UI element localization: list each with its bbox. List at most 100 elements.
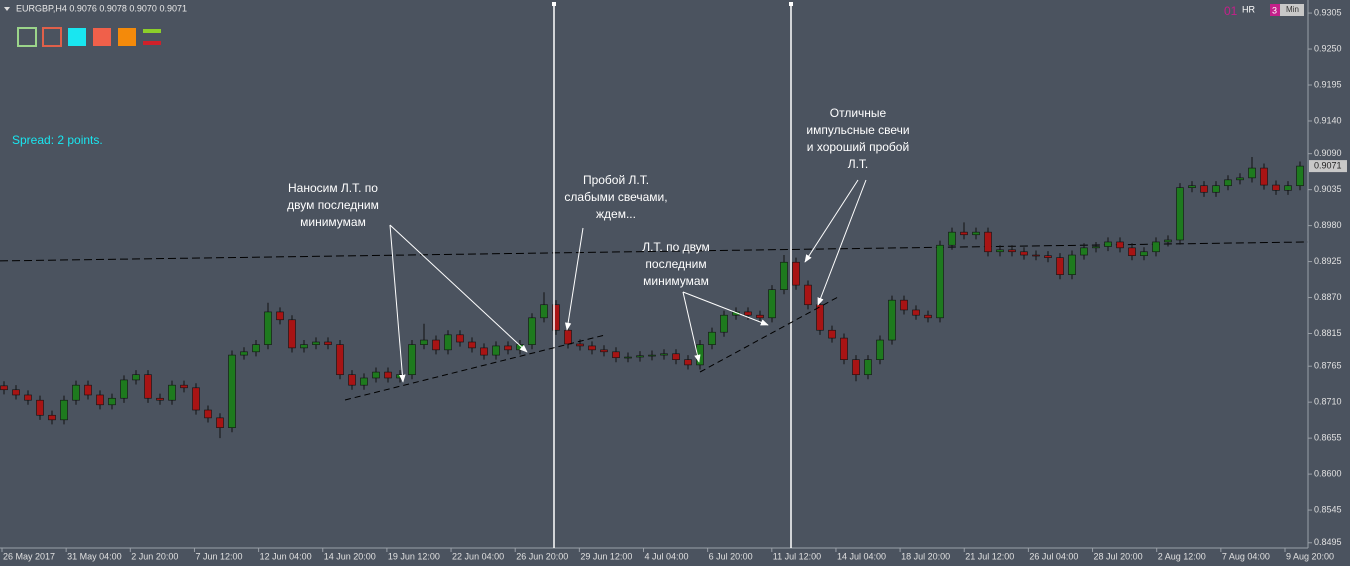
x-tick-label: 4 Jul 04:00: [645, 551, 689, 561]
y-tick-label: 0.9305: [1314, 7, 1342, 17]
candle-body: [1056, 257, 1064, 275]
y-tick-label: 0.8980: [1314, 220, 1342, 230]
candle-body: [324, 341, 332, 345]
tool-icon[interactable]: [93, 28, 111, 46]
candle-body: [528, 317, 536, 345]
symbol-line: EURGBP,H4 0.9076 0.9078 0.9070 0.9071: [16, 3, 187, 13]
annotation: и хороший пробой: [807, 140, 909, 154]
candle-body: [948, 231, 956, 246]
x-tick-label: 11 Jul 12:00: [773, 551, 821, 561]
candle-body: [168, 384, 176, 401]
candle-body: [756, 314, 764, 319]
candle-body: [864, 359, 872, 376]
candle-body: [12, 389, 20, 396]
candle-body: [792, 261, 800, 286]
candle-body: [276, 311, 284, 321]
candle-body: [468, 341, 476, 349]
handle: [552, 2, 556, 6]
arrow: [389, 224, 528, 353]
candle-body: [336, 344, 344, 376]
x-tick-label: 14 Jul 04:00: [837, 551, 886, 561]
candle-body: [36, 399, 44, 416]
arrow: [804, 179, 859, 263]
candle-body: [1080, 247, 1088, 256]
candle-body: [624, 356, 632, 359]
candle-body: [156, 397, 164, 401]
trend-line: [699, 296, 839, 373]
candle-body: [1068, 254, 1076, 275]
candle-body: [1212, 185, 1220, 193]
candle-body: [288, 319, 296, 349]
candle-body: [564, 329, 572, 345]
timeframe-box: [1270, 4, 1280, 16]
axes: 0.9305 0.9250 0.9195 0.9140 0.9090 0.9035 0.89…: [1, 7, 1347, 561]
tool-icon[interactable]: [143, 29, 161, 33]
tool-icon[interactable]: [143, 41, 161, 45]
tool-icon[interactable]: [17, 27, 37, 47]
x-tick-label: 26 Jul 04:00: [1029, 551, 1078, 561]
candle-body: [144, 374, 152, 399]
y-tick-label: 0.8925: [1314, 256, 1342, 266]
candle-body: [1176, 187, 1184, 241]
annotation: двум последним: [287, 198, 379, 212]
candle-body: [1032, 254, 1040, 257]
annotation: Наносим Л.Т. по: [288, 181, 378, 195]
handle: [789, 2, 793, 6]
candle-body: [132, 374, 140, 381]
candle-body: [912, 309, 920, 316]
tool-icon[interactable]: [118, 28, 136, 46]
candle-body: [672, 353, 680, 360]
candle-body: [996, 249, 1004, 253]
annotation: Л.Т.: [848, 157, 869, 171]
x-tick-label: 28 Jul 20:00: [1094, 551, 1143, 561]
indicator-label: HR: [1242, 4, 1255, 14]
candle-body: [84, 384, 92, 396]
x-tick-label: 7 Aug 04:00: [1222, 551, 1270, 561]
trend-line: [344, 334, 606, 401]
candle-body: [1140, 251, 1148, 256]
candle-body: [72, 384, 80, 401]
candle-body: [444, 334, 452, 351]
candle-body: [1092, 246, 1100, 249]
candle-body: [108, 397, 116, 406]
candle-body: [384, 371, 392, 379]
candle-body: [420, 339, 428, 345]
annotation: ждем...: [596, 207, 636, 221]
y-tick-label: 0.8655: [1314, 433, 1342, 443]
tool-icon[interactable]: [68, 28, 86, 46]
candle-body: [936, 244, 944, 319]
candle-body: [348, 374, 356, 386]
candle-body: [540, 304, 548, 319]
candle-body: [1260, 167, 1268, 186]
candle-body: [48, 414, 56, 421]
last-price: 0.9071: [1314, 160, 1342, 170]
arrow: [682, 291, 769, 326]
x-tick-label: 14 Jun 20:00: [324, 551, 376, 561]
candle-body: [1200, 185, 1208, 193]
candle-body: [204, 409, 212, 419]
candle-body: [1272, 184, 1280, 191]
candle-body: [1248, 167, 1256, 179]
candle-body: [0, 385, 8, 391]
candle-body: [300, 344, 308, 349]
candle-body: [312, 341, 320, 345]
annotation: Отличные: [830, 106, 887, 120]
candle-body: [636, 355, 644, 358]
candle-body: [1284, 185, 1292, 191]
last-price-box: [1309, 160, 1347, 173]
annotations: Наносим Л.Т. по двум последним минимумам…: [287, 106, 909, 288]
annotation: импульсные свечи: [806, 123, 909, 137]
x-tick-label: 19 Jun 12:00: [388, 551, 440, 561]
candle-body: [492, 345, 500, 356]
candle-body: [456, 334, 464, 343]
annotation: Пробой Л.Т.: [583, 173, 649, 187]
indicator-num: 01: [1224, 4, 1238, 18]
arrow: [389, 224, 406, 383]
candle-body: [1044, 255, 1052, 258]
tool-icon[interactable]: [42, 27, 62, 47]
y-tick-label: 0.8600: [1314, 468, 1342, 478]
candle-body: [1128, 247, 1136, 256]
candle-body: [264, 311, 272, 345]
x-tick-label: 22 Jun 04:00: [452, 551, 504, 561]
